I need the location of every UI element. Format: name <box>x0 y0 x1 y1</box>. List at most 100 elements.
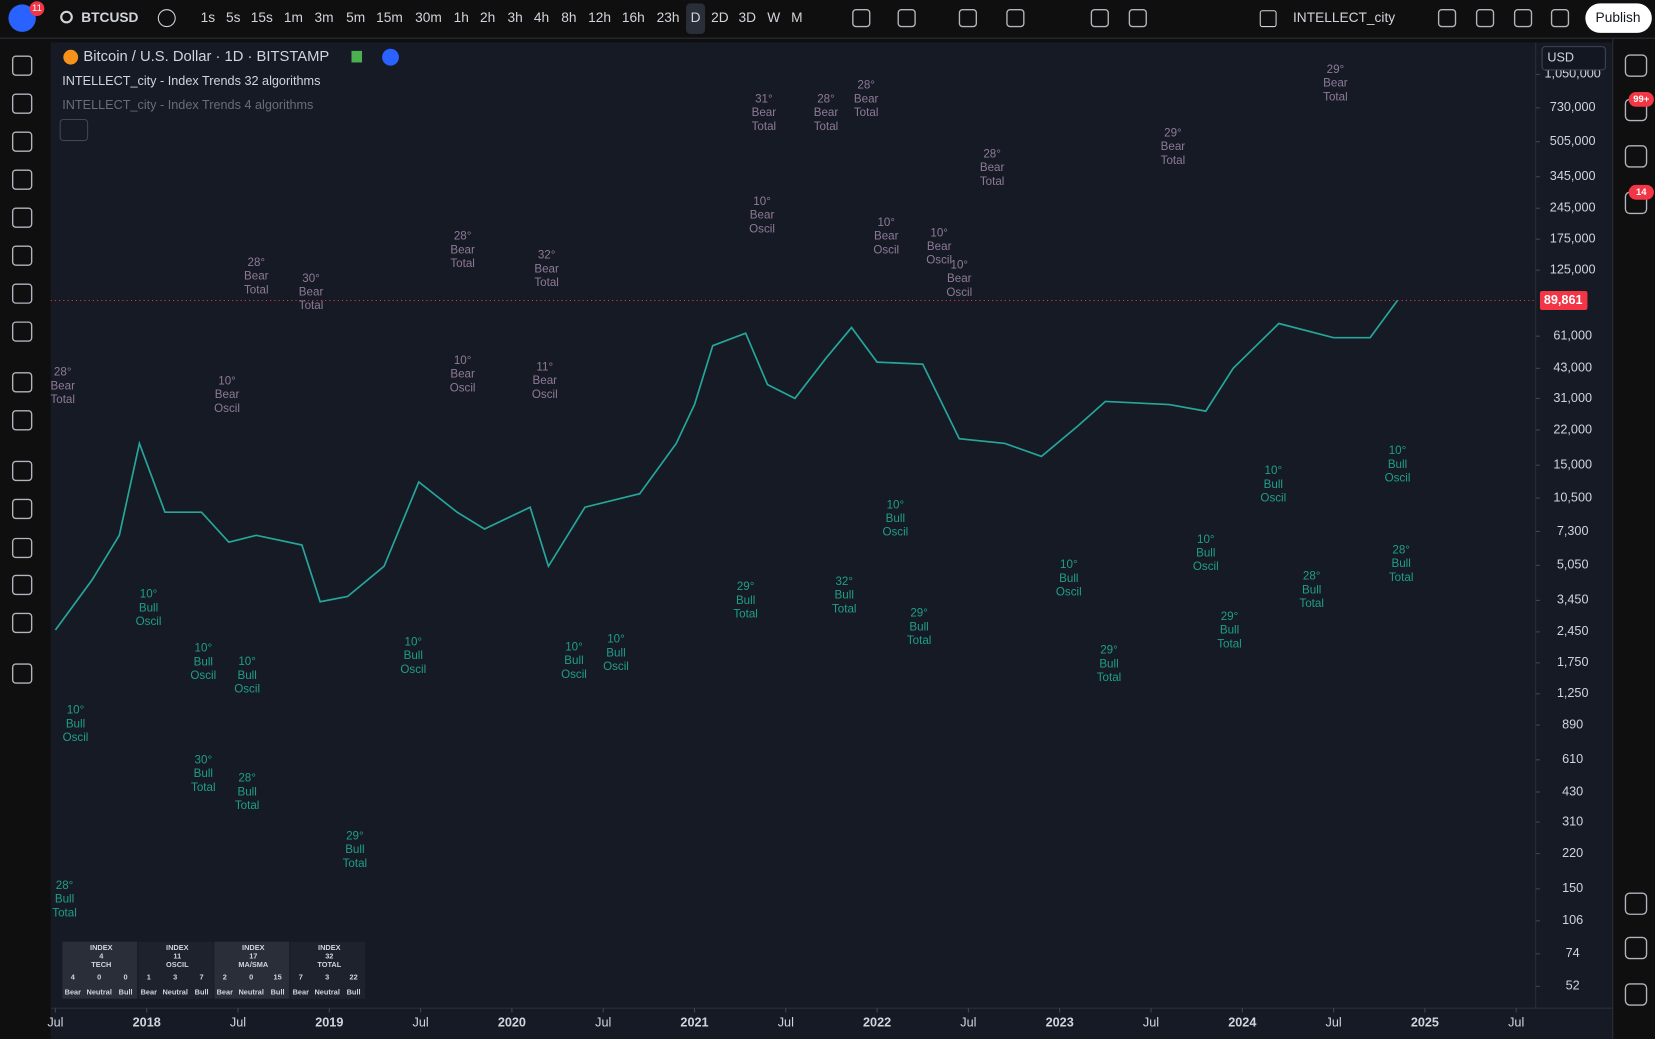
signal-text: Total <box>244 283 269 296</box>
toolbar-icon[interactable] <box>1550 9 1570 28</box>
signal-text: Bull <box>1220 624 1239 637</box>
tool-icon[interactable] <box>11 663 33 684</box>
toolbar-icon[interactable] <box>1437 9 1457 28</box>
tool-icon[interactable] <box>11 321 33 342</box>
signal-text: Bull <box>1264 478 1283 491</box>
toolbar-icon[interactable] <box>1090 9 1109 28</box>
sidebar-icon[interactable] <box>1624 54 1648 77</box>
y-tick-label: 610 <box>1562 752 1583 766</box>
toolbar-icon[interactable] <box>1006 9 1025 28</box>
tool-icon[interactable] <box>11 283 33 304</box>
signal-text: 32° <box>538 249 556 262</box>
timeframe[interactable]: 16h <box>622 10 645 25</box>
layout-square[interactable] <box>1259 10 1277 28</box>
timeframe[interactable]: 4h <box>534 10 549 25</box>
signal-text: Bear <box>947 272 972 285</box>
y-tick-label: 10,500 <box>1553 490 1592 504</box>
signal-text: 10° <box>930 226 948 239</box>
timeframe[interactable]: W <box>767 10 780 25</box>
tool-icon[interactable] <box>11 460 33 482</box>
signal-text: Bull <box>1059 572 1078 585</box>
tool-icon[interactable] <box>11 169 33 190</box>
timeframe[interactable]: 1s <box>201 10 216 25</box>
y-tick-label: 3,450 <box>1557 593 1589 607</box>
timeframe[interactable]: 23h <box>657 10 680 25</box>
signal-text: Bull <box>835 589 854 602</box>
timeframe[interactable]: 5s <box>226 10 241 25</box>
signal-text: Total <box>299 299 324 312</box>
tool-icon[interactable] <box>11 131 33 152</box>
signal-text: Oscil <box>234 683 260 696</box>
toolbar-icon[interactable] <box>1513 9 1533 28</box>
publish[interactable]: Publish <box>1596 10 1641 25</box>
x-tick-label: 2020 <box>498 1015 526 1029</box>
timeframe[interactable]: 30m <box>415 10 442 25</box>
publish-btn[interactable] <box>1585 3 1652 33</box>
tool-icon[interactable] <box>11 207 33 228</box>
timeframe[interactable]: 2D <box>711 10 729 25</box>
signal-text: Bear <box>244 270 269 283</box>
symbol[interactable]: BTCUSD <box>81 10 138 25</box>
collapse-btn[interactable] <box>59 118 89 142</box>
table-header: 32 <box>325 951 333 960</box>
tool-icon[interactable] <box>11 55 33 76</box>
signal-text: Total <box>733 608 758 621</box>
timeframe[interactable]: 2h <box>480 10 495 25</box>
signal-text: Total <box>1323 90 1348 103</box>
indicator-legend[interactable]: INTELLECT_city - Index Trends 4 algorith… <box>62 98 313 112</box>
tool-icon[interactable] <box>11 93 33 114</box>
tool-icon[interactable] <box>11 612 33 634</box>
timeframe[interactable]: 8h <box>561 10 576 25</box>
indicator-legend[interactable]: INTELLECT_city - Index Trends 32 algorit… <box>62 74 320 88</box>
price-line <box>54 299 1399 631</box>
toolbar-icon[interactable] <box>897 9 916 28</box>
timeframe[interactable]: 15s <box>251 10 273 25</box>
timeframe[interactable]: 1h <box>454 10 469 25</box>
timeframe[interactable]: M <box>791 10 802 25</box>
timeframe[interactable]: 3h <box>507 10 522 25</box>
timeframe[interactable]: 5m <box>346 10 365 25</box>
signal-text: Total <box>752 120 777 133</box>
x-tick-label: Jul <box>1143 1015 1159 1029</box>
currency-box[interactable] <box>1541 46 1606 71</box>
toolbar-icon[interactable] <box>1475 9 1495 28</box>
tool-icon[interactable] <box>11 537 33 559</box>
table-header: 11 <box>173 951 181 960</box>
table-label: Bull <box>195 987 209 996</box>
x-tick-label: 2019 <box>315 1015 343 1029</box>
sidebar-icon[interactable] <box>1624 145 1648 168</box>
signal-text: 28° <box>1392 543 1410 556</box>
sidebar-icon[interactable] <box>1624 936 1648 960</box>
timeframe[interactable]: 3m <box>315 10 334 25</box>
timeframe[interactable]: 3D <box>739 10 757 25</box>
toolbar-icon[interactable] <box>958 9 978 28</box>
tool-icon[interactable] <box>11 410 33 431</box>
replay-btn[interactable] <box>382 48 399 66</box>
x-tick-label: Jul <box>778 1015 794 1029</box>
sidebar-icon[interactable] <box>1624 983 1648 1006</box>
toolbar-icon[interactable] <box>1128 9 1147 28</box>
timeframe[interactable]: 15m <box>376 10 403 25</box>
toolbar-icon[interactable] <box>852 9 871 28</box>
signal-text: 10° <box>238 655 256 668</box>
tool-icon[interactable] <box>11 498 33 520</box>
timeframe[interactable]: 12h <box>588 10 611 25</box>
tool-icon[interactable] <box>11 574 33 596</box>
layout-name[interactable]: INTELLECT_city <box>1293 10 1395 25</box>
avatar[interactable] <box>8 4 36 32</box>
timeframe[interactable]: 1m <box>284 10 303 25</box>
sidebar-icon[interactable] <box>1624 892 1648 915</box>
tool-icon[interactable] <box>11 245 33 266</box>
signal-text: 29° <box>737 580 755 593</box>
tool-icon[interactable] <box>11 372 33 393</box>
signal-text: 28° <box>247 256 265 269</box>
timeframe[interactable]: D <box>691 10 701 25</box>
add-symbol[interactable] <box>157 9 176 28</box>
x-tick-label: 2018 <box>133 1015 161 1029</box>
